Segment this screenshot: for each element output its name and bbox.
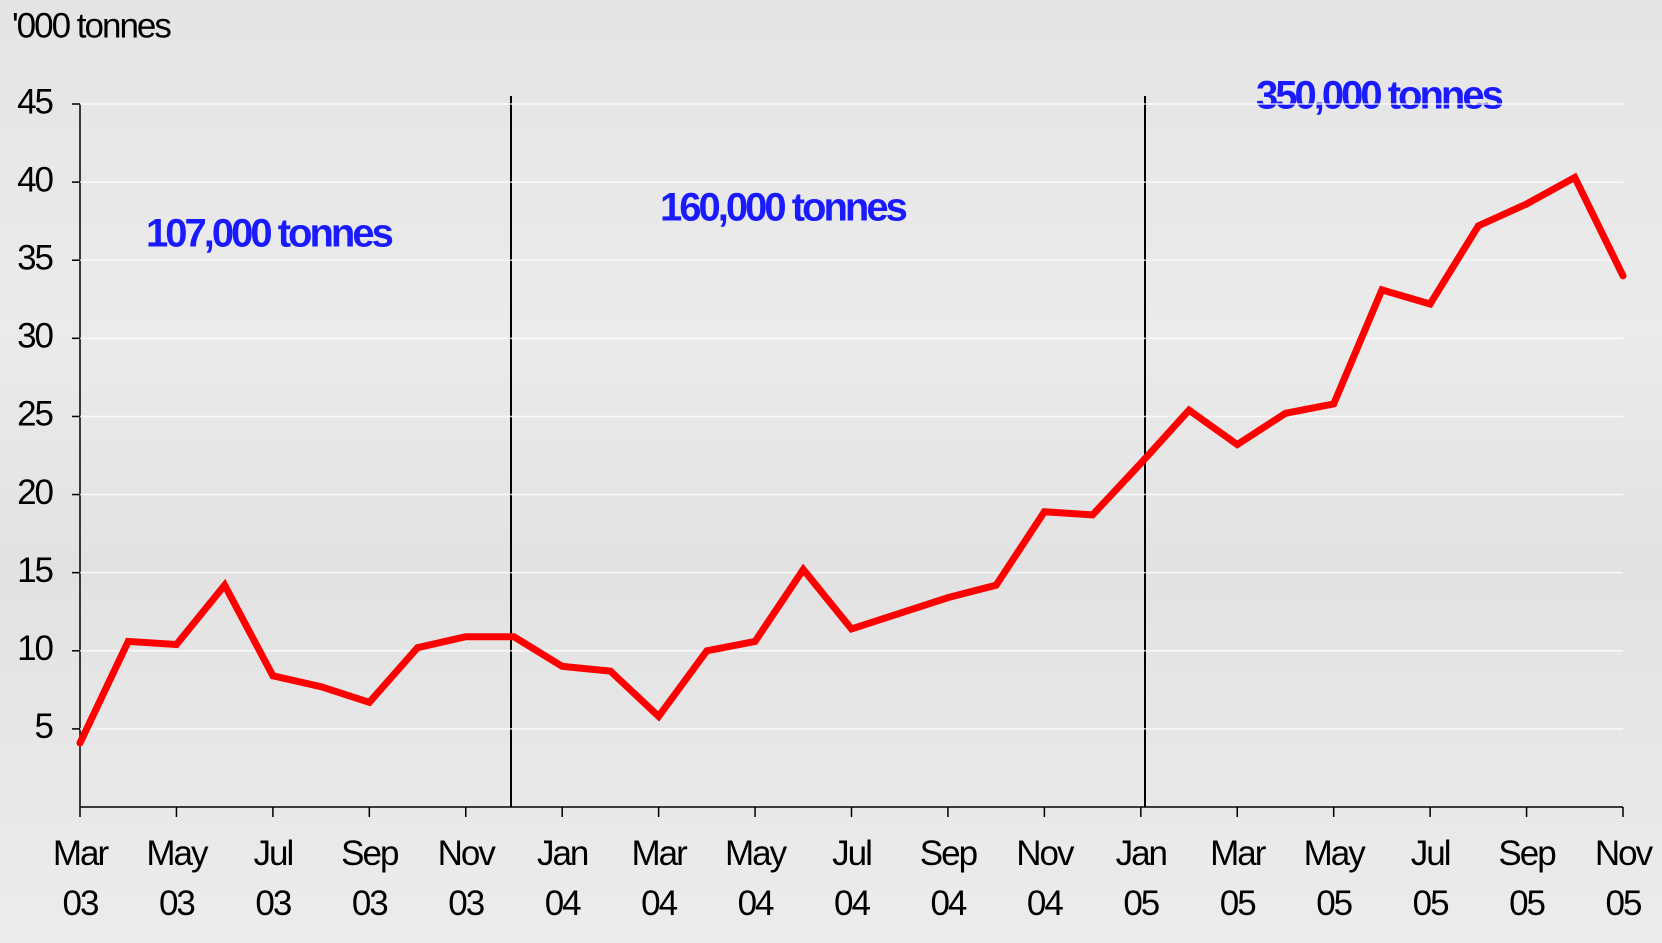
x-tick-label: Jan 04 <box>536 834 589 923</box>
x-tick-label: Jul 04 <box>832 834 873 923</box>
y-tick-label: 30 <box>17 317 53 356</box>
x-tick-label: May 04 <box>725 834 787 923</box>
y-tick-label: 15 <box>17 551 52 590</box>
x-tick-label: Sep 05 <box>1498 834 1556 923</box>
x-tick-label: Jul 03 <box>253 834 295 923</box>
y-tick-label: 45 <box>17 82 52 121</box>
x-tick-label: Mar 03 <box>52 834 109 923</box>
x-tick-label: Mar 05 <box>1210 834 1266 923</box>
x-tick-label: Nov 04 <box>1016 834 1074 923</box>
y-tick-label: 20 <box>17 473 53 512</box>
x-tick-label: Nov 03 <box>437 834 496 923</box>
y-tick-label: 40 <box>17 160 53 199</box>
y-tick-label: 25 <box>17 395 52 434</box>
x-tick-label: May 05 <box>1303 834 1366 923</box>
x-tick-label: Sep 04 <box>919 834 978 923</box>
y-tick-label: 5 <box>35 707 53 746</box>
annotation: 350,000 tonnes <box>1256 74 1503 118</box>
annotation: 160,000 tonnes <box>660 186 907 230</box>
unit-label: '000 tonnes <box>12 6 171 45</box>
x-tick-label: Jul 05 <box>1410 834 1452 923</box>
y-tick-label: 10 <box>17 629 53 668</box>
x-tick-label: May 03 <box>146 834 208 923</box>
x-tick-label: Jan 05 <box>1115 834 1168 923</box>
x-tick-label: Nov 05 <box>1594 834 1653 923</box>
y-tick-label: 35 <box>17 238 52 277</box>
x-tick-label: Sep 03 <box>341 834 399 923</box>
x-tick-label: Mar 04 <box>631 834 687 923</box>
annotation: 107,000 tonnes <box>146 212 393 256</box>
data-line <box>76 172 1627 747</box>
